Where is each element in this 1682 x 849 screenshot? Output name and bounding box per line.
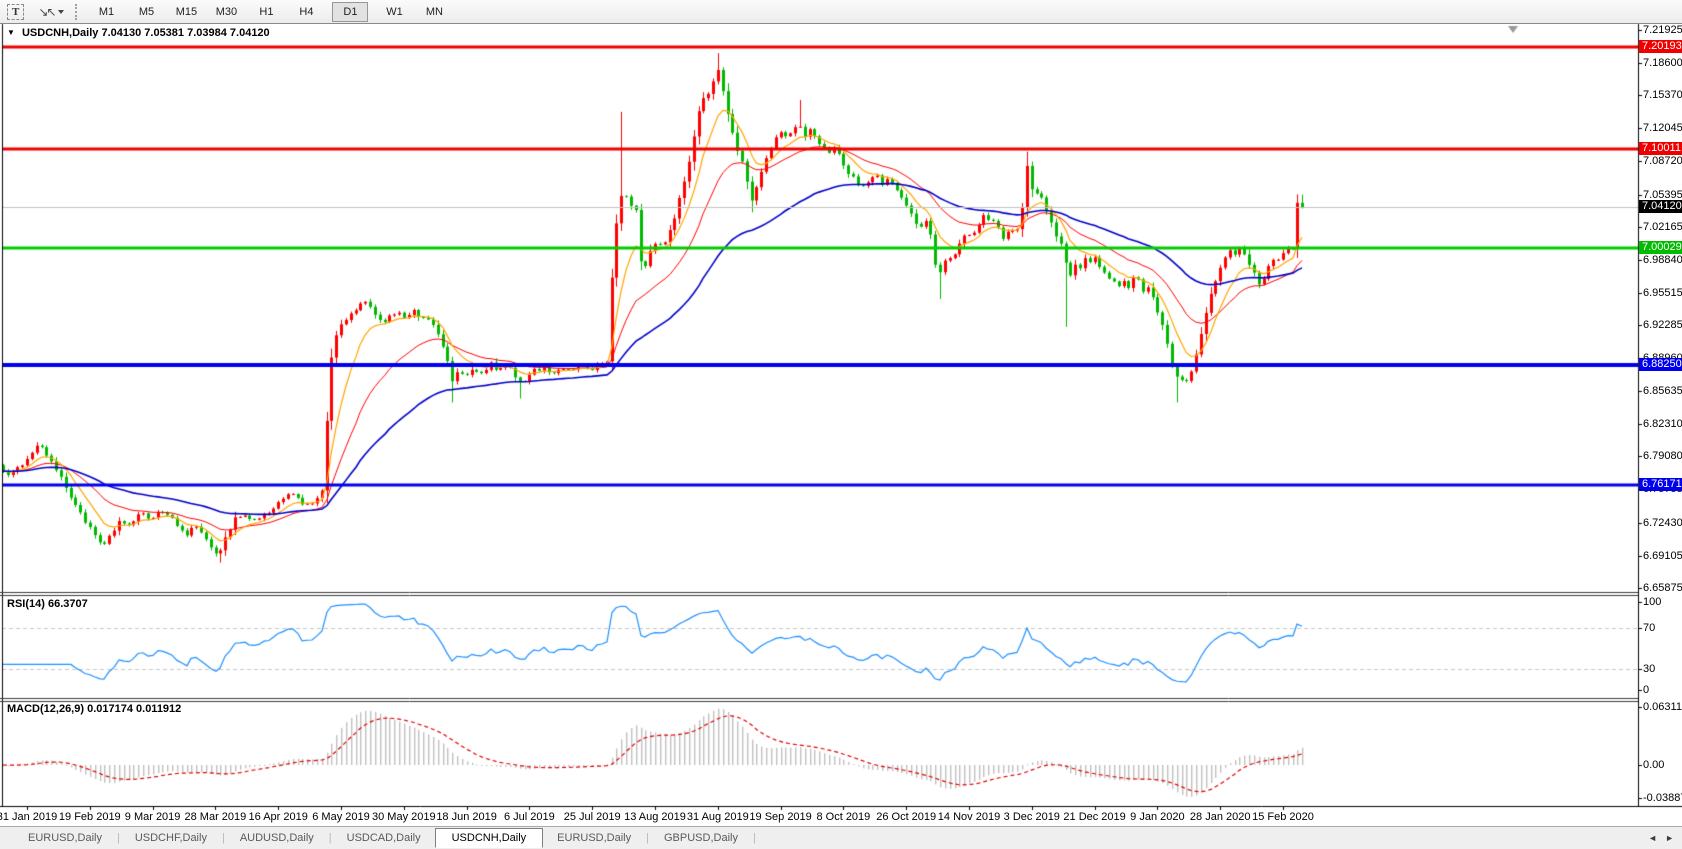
date-tick-label: 19 Sep 2019 <box>749 811 812 823</box>
date-tick-label: 13 Aug 2019 <box>624 811 686 823</box>
chart-tab-eurusd[interactable]: EURUSD,Daily <box>557 832 632 844</box>
date-tick-label: 21 Dec 2019 <box>1063 811 1126 823</box>
price-tick-label: 7.18600 <box>1643 57 1682 70</box>
chart-tabs: EURUSD,Daily | USDCHF,Daily | AUDUSD,Daily | U… <box>14 828 757 848</box>
chart-tab-gbpusd[interactable]: GBPUSD,Daily <box>664 832 738 844</box>
chart-tab-usdcnh-active[interactable]: USDCNH,Daily <box>434 828 544 848</box>
chart-tab-usdcad[interactable]: USDCAD,Daily <box>346 832 421 844</box>
chart-tab-eurusd[interactable]: EURUSD,Daily <box>28 832 102 844</box>
date-tick-label: 14 Nov 2019 <box>937 811 1001 823</box>
timeframe-m30-button[interactable]: M30 <box>215 5 238 18</box>
timeframe-h1-button[interactable]: H1 <box>259 5 274 18</box>
timeframe-h4-button[interactable]: H4 <box>299 5 314 18</box>
text-tool-icon: T <box>7 3 25 20</box>
chart-symbol-period: USDCNH,Daily <box>21 27 99 39</box>
arrows-tool-button[interactable]: ↘↖ <box>33 2 69 22</box>
chart-tab-usdchf[interactable]: USDCHF,Daily <box>134 832 207 844</box>
tab-scroll-left-icon[interactable]: ◄ <box>1648 833 1658 843</box>
chart-title: ▼ USDCNH,Daily 7.04130 7.05381 7.03984 7… <box>7 27 270 39</box>
price-tick-label: 7.15370 <box>1643 89 1682 102</box>
date-tick-label: 31 Aug 2019 <box>686 811 749 823</box>
price-tick-label: 6.69105 <box>1643 549 1682 562</box>
price-level-badge: 6.76171 <box>1639 478 1682 492</box>
date-tick-label: 26 Oct 2019 <box>876 811 937 823</box>
macd-tick-label: 0.00 <box>1643 759 1665 771</box>
date-tick-label: 6 Jul 2019 <box>504 811 555 823</box>
price-tick-label: 6.85635 <box>1643 385 1682 398</box>
date-tick-label: 15 Feb 2020 <box>1252 811 1314 823</box>
timeframe-m5-button[interactable]: M5 <box>138 5 155 18</box>
date-tick-label: 18 Jun 2019 <box>436 811 497 823</box>
date-tick-label: 6 May 2019 <box>312 811 370 823</box>
price-tick-label: 7.05395 <box>1643 188 1682 201</box>
date-tick-label: 9 Mar 2019 <box>124 811 181 823</box>
timeframe-m15-button[interactable]: M15 <box>175 5 198 18</box>
timeframe-mn-button[interactable]: MN <box>425 5 443 18</box>
price-tick-label: 7.08720 <box>1643 155 1682 168</box>
price-level-badge: 7.04120 <box>1639 200 1682 214</box>
text-label-tool-button[interactable]: T <box>2 2 29 22</box>
rsi-tick-label: 100 <box>1643 596 1662 608</box>
timeframe-m1-button[interactable]: M1 <box>98 5 115 18</box>
rsi-tick-label: 70 <box>1643 622 1656 634</box>
timeframe-d1-button[interactable]: D1 <box>332 1 369 22</box>
rsi-tick-label: 0 <box>1643 684 1650 696</box>
price-tick-label: 6.98840 <box>1643 253 1682 266</box>
rsi-indicator-label: RSI(14) 66.3707 <box>7 598 88 610</box>
price-tick-label: 6.65875 <box>1643 581 1682 594</box>
date-tick-label: 31 Jan 2019 <box>0 811 58 823</box>
price-tick-label: 7.02165 <box>1643 220 1682 233</box>
macd-tick-label: 0.063113 <box>1643 701 1682 713</box>
date-tick-label: 3 Dec 2019 <box>1003 811 1060 823</box>
price-tick-label: 6.92285 <box>1643 318 1682 331</box>
macd-indicator-label: MACD(12,26,9) 0.017174 0.011912 <box>7 703 182 715</box>
rsi-tick-label: 30 <box>1643 663 1656 676</box>
date-tick-label: 19 Feb 2019 <box>58 811 121 823</box>
toolbar-grip-handle[interactable] <box>75 3 82 20</box>
macd-tick-label: -0.038872 <box>1643 792 1682 804</box>
price-level-badge: 7.20193 <box>1639 40 1682 54</box>
timeframe-button-group: M1 M5 M15 M30 H1 H4 D1 W1 MN <box>86 1 454 22</box>
price-level-badge: 6.88250 <box>1639 358 1682 372</box>
price-tick-label: 6.79080 <box>1643 450 1682 463</box>
date-tick-label: 28 Mar 2019 <box>184 811 247 823</box>
arrows-icon: ↘↖ <box>38 4 56 19</box>
price-tick-label: 7.12045 <box>1643 122 1682 135</box>
date-tick-label: 30 May 2019 <box>371 811 436 823</box>
price-tick-label: 7.21925 <box>1643 24 1682 36</box>
price-tick-label: 6.72430 <box>1643 516 1682 529</box>
chart-tabbar: EURUSD,Daily | USDCHF,Daily | AUDUSD,Daily | U… <box>0 826 1682 849</box>
date-tick-label: 9 Jan 2020 <box>1130 811 1185 823</box>
date-tick-label: 25 Jul 2019 <box>563 811 621 823</box>
price-tick-label: 6.95515 <box>1643 286 1682 299</box>
chart-tab-audusd[interactable]: AUDUSD,Daily <box>239 832 314 844</box>
tab-separator: | <box>116 832 120 844</box>
tab-separator: | <box>328 832 332 844</box>
tab-separator: | <box>221 832 225 844</box>
date-tick-label: 16 Apr 2019 <box>248 811 308 823</box>
toolbar: T ↘↖ M1 M5 M15 M30 H1 H4 D1 W1 MN <box>0 0 1682 24</box>
tab-separator: | <box>752 832 756 844</box>
date-tick-label: 8 Oct 2019 <box>816 811 871 823</box>
price-level-badge: 7.00029 <box>1639 240 1682 254</box>
chart-ohlc-values: 7.04130 7.05381 7.03984 7.04120 <box>101 27 270 39</box>
tab-separator: | <box>646 832 649 844</box>
price-tick-label: 6.82310 <box>1643 418 1682 431</box>
tab-scroll-nav: ◄ ► <box>1648 833 1674 843</box>
collapse-triangle-icon[interactable]: ▼ <box>7 28 15 37</box>
chevron-down-icon <box>58 9 65 14</box>
date-tick-label: 28 Jan 2020 <box>1189 811 1251 823</box>
timeframe-w1-button[interactable]: W1 <box>386 5 403 18</box>
tab-scroll-right-icon[interactable]: ► <box>1665 833 1674 843</box>
price-level-badge: 7.10011 <box>1639 141 1682 155</box>
